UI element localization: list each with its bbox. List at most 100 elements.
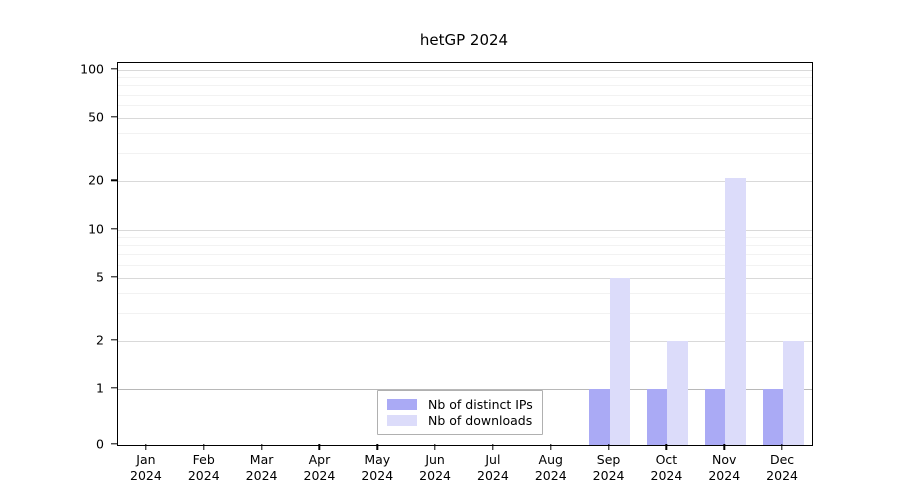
gridline-minor: [118, 292, 812, 294]
y-axis-tick-mark: [111, 179, 117, 182]
gridline-major: [118, 181, 812, 183]
x-axis-tick-month: Jan: [136, 452, 156, 467]
bar-downloads: [783, 341, 804, 445]
x-axis-tick-mark: [434, 444, 436, 450]
x-axis-tick-label: Mar 2024: [222, 452, 302, 484]
gridline-minor: [118, 77, 812, 79]
x-axis-tick-label: Apr 2024: [279, 452, 359, 484]
x-axis-tick-label: Oct 2024: [626, 452, 706, 484]
gridline-minor: [118, 236, 812, 238]
gridline-minor: [118, 264, 812, 266]
y-axis-ticks: [0, 62, 117, 445]
y-axis-tick-mark: [111, 339, 117, 341]
x-axis-tick-mark: [607, 444, 610, 450]
x-axis-tick-year: 2024: [477, 468, 509, 483]
legend-swatch: [387, 414, 417, 426]
x-axis-tick-mark: [781, 444, 783, 450]
x-axis-tick-year: 2024: [303, 468, 336, 483]
x-axis-tick-label: Sep 2024: [569, 452, 649, 484]
x-axis-tick-month: Oct: [655, 452, 678, 467]
gridline-major: [118, 340, 812, 342]
y-axis-tick-label: 20: [88, 172, 104, 188]
x-axis-tick-label: Jul 2024: [453, 452, 533, 484]
gridline-minor: [118, 244, 812, 246]
y-axis-tick-label: 5: [96, 269, 104, 284]
x-axis-tick-year: 2024: [650, 468, 683, 483]
gridline-minor: [118, 312, 812, 314]
x-axis-tick-mark: [665, 444, 668, 450]
legend-label: Nb of distinct IPs: [428, 396, 533, 412]
gridline-minor: [118, 85, 812, 87]
x-axis-tick-year: 2024: [708, 468, 741, 483]
x-axis-tick-month: Jul: [485, 452, 501, 467]
bar-distinct-ips: [704, 389, 726, 445]
y-axis-tick-label: 1: [96, 380, 104, 396]
y-axis-tick-mark: [111, 68, 117, 70]
x-axis-tick-label: Feb 2024: [164, 452, 244, 484]
bar-distinct-ips: [646, 389, 668, 445]
bar-distinct-ips: [762, 389, 784, 445]
bar-downloads: [609, 277, 631, 445]
x-axis-tick-mark: [376, 444, 378, 450]
x-axis-tick-mark: [550, 444, 552, 450]
x-axis-tick-mark: [203, 444, 205, 450]
y-axis-tick-label: 100: [80, 61, 104, 77]
x-axis-tick-year: 2024: [361, 468, 394, 483]
y-axis-tick-mark: [111, 387, 117, 389]
gridline-major: [118, 277, 812, 279]
x-axis-tick-label: May 2024: [337, 452, 417, 484]
gridline-minor: [118, 153, 812, 155]
x-axis-tick-month: Feb: [192, 452, 215, 467]
bar-downloads: [667, 341, 688, 445]
bar-downloads: [725, 178, 746, 445]
x-axis-tick-year: 2024: [592, 468, 625, 483]
plot-inner: [118, 63, 812, 445]
x-axis-tick-month: Apr: [308, 452, 331, 467]
x-axis-tick-month: Sep: [596, 452, 621, 467]
y-axis-tick-mark: [111, 275, 117, 278]
legend-item[interactable]: Nb of downloads: [387, 412, 533, 428]
x-axis-tick-year: 2024: [419, 468, 451, 483]
x-axis-tick-year: 2024: [245, 468, 278, 483]
x-axis-tick-month: Mar: [249, 452, 274, 467]
x-axis-tick-label: Aug 2024: [511, 452, 591, 484]
y-axis-tick-label: 2: [96, 332, 104, 348]
x-axis-tick-label: Nov 2024: [684, 452, 764, 484]
x-axis-tick-mark: [145, 444, 147, 450]
legend-swatch: [387, 398, 417, 410]
x-axis-tick-mark: [318, 444, 321, 450]
x-axis-labels: Jan 2024 Feb 2024 Mar 2024 Apr 2024 May 2024 Jun 20…: [117, 452, 811, 496]
y-axis-tick-label: 50: [88, 109, 104, 125]
x-axis-tick-month: Nov: [712, 452, 737, 467]
legend-item[interactable]: Nb of distinct IPs: [387, 396, 533, 412]
x-axis-tick-year: 2024: [766, 468, 798, 483]
y-axis-tick-mark: [111, 227, 117, 230]
y-axis-tick-mark: [111, 443, 117, 445]
gridline-major: [118, 229, 812, 231]
gridline-minor: [118, 105, 812, 107]
x-axis-tick-label: Dec 2024: [742, 452, 822, 484]
x-axis-tick-mark: [723, 444, 725, 450]
gridline-major: [118, 118, 812, 119]
legend: Nb of distinct IPs Nb of downloads: [377, 390, 543, 435]
y-axis-labels: 0 1 2 5 10 20 50 100: [0, 61, 104, 452]
bar-distinct-ips: [589, 389, 610, 445]
x-axis-tick-month: May: [364, 452, 391, 467]
x-axis-tick-month: Aug: [538, 452, 563, 467]
x-axis-tick-year: 2024: [130, 468, 162, 483]
x-axis-ticks: [117, 444, 811, 452]
x-axis-tick-year: 2024: [534, 468, 567, 483]
y-axis-tick-mark: [111, 116, 117, 118]
gridline-minor: [118, 94, 812, 96]
gridline-minor: [118, 133, 812, 135]
gridline-minor: [118, 254, 812, 256]
gridline-major: [118, 70, 812, 71]
plot-area: [117, 62, 813, 446]
x-axis-tick-label: Jun 2024: [395, 452, 475, 484]
x-axis-tick-mark: [492, 444, 494, 450]
x-axis-tick-month: Jun: [425, 452, 445, 467]
legend-label: Nb of downloads: [428, 412, 533, 428]
x-axis-tick-label: Jan 2024: [106, 452, 186, 484]
x-axis-tick-month: Dec: [769, 452, 795, 467]
